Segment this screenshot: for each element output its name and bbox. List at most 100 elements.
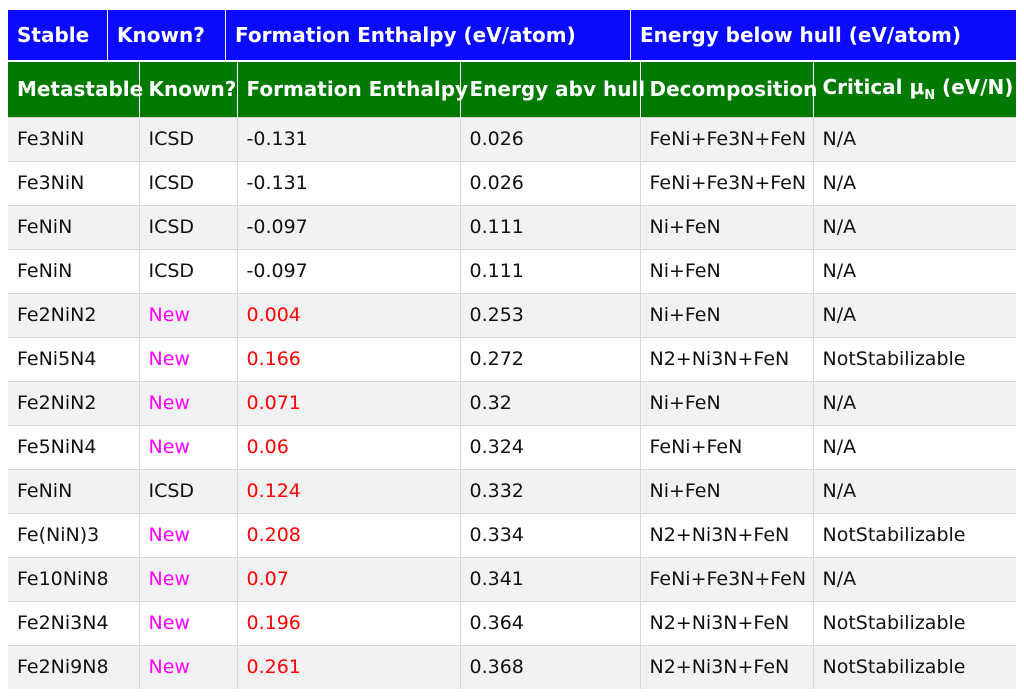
- cell-known: New: [138, 644, 237, 689]
- cell-energy-abv-hull: 0.32: [459, 380, 640, 425]
- cell-energy-abv-hull: 0.111: [459, 204, 640, 249]
- cell-decomposition: N2+Ni3N+FeN: [639, 336, 813, 381]
- cell-energy-abv-hull: 0.026: [459, 160, 640, 205]
- cell-critical-mu: NotStabilizable: [812, 600, 1016, 645]
- cell-formation-enthalpy: 0.07: [236, 556, 460, 601]
- cell-formation-enthalpy: 0.124: [236, 468, 460, 513]
- stable-header-formation: Formation Enthalpy (eV/atom): [226, 10, 631, 60]
- cell-formation-enthalpy: 0.06: [236, 424, 460, 469]
- critical-mu-prefix: Critical μ: [822, 75, 925, 100]
- col-header-decomposition: Decomposition: [639, 62, 817, 117]
- cell-formation-enthalpy: 0.071: [236, 380, 460, 425]
- cell-decomposition: FeNi+Fe3N+FeN: [639, 556, 813, 601]
- cell-critical-mu: N/A: [812, 380, 1016, 425]
- cell-formation-enthalpy: -0.097: [236, 204, 460, 249]
- stable-header-bar: Stable Known? Formation Enthalpy (eV/ato…: [8, 10, 1016, 60]
- table-row: Fe(NiN)3 New 0.208 0.334 N2+Ni3N+FeN NotStabi…: [8, 512, 1016, 557]
- table-row: Fe3NiN ICSD -0.131 0.026 FeNi+Fe3N+FeN N/A: [8, 116, 1016, 161]
- metastable-rows: Fe3NiN ICSD -0.131 0.026 FeNi+Fe3N+FeN N/A Fe3…: [8, 116, 1016, 689]
- cell-formation-enthalpy: 0.004: [236, 292, 460, 337]
- cell-critical-mu: N/A: [812, 424, 1016, 469]
- cell-material: FeNiN: [8, 248, 139, 293]
- cell-known: New: [138, 512, 237, 557]
- cell-known: ICSD: [138, 204, 237, 249]
- table-row: FeNi5N4 New 0.166 0.272 N2+Ni3N+FeN NotStabil…: [8, 336, 1016, 381]
- cell-decomposition: N2+Ni3N+FeN: [639, 644, 813, 689]
- cell-decomposition: Ni+FeN: [639, 248, 813, 293]
- cell-decomposition: N2+Ni3N+FeN: [639, 600, 813, 645]
- stable-header-energy-below-hull: Energy below hull (eV/atom): [640, 23, 961, 47]
- cell-decomposition: FeNi+FeN: [639, 424, 813, 469]
- col-header-metastable: Metastable: [8, 62, 143, 117]
- stable-header-stable: Stable: [8, 10, 108, 60]
- cell-formation-enthalpy: 0.208: [236, 512, 460, 557]
- cell-known: New: [138, 380, 237, 425]
- col-header-critical-mu: Critical μN (eV/N): [812, 62, 1016, 117]
- table-row: Fe2NiN2 New 0.004 0.253 Ni+FeN N/A: [8, 292, 1016, 337]
- table-row: Fe2NiN2 New 0.071 0.32 Ni+FeN N/A: [8, 380, 1016, 425]
- table-row: Fe2Ni9N8 New 0.261 0.368 N2+Ni3N+FeN NotStabi…: [8, 644, 1016, 689]
- cell-known: ICSD: [138, 468, 237, 513]
- cell-formation-enthalpy: -0.131: [236, 160, 460, 205]
- cell-energy-abv-hull: 0.332: [459, 468, 640, 513]
- col-header-energy-abv-hull: Energy abv hull: [459, 62, 645, 117]
- cell-critical-mu: NotStabilizable: [812, 336, 1016, 381]
- table-row: Fe3NiN ICSD -0.131 0.026 FeNi+Fe3N+FeN N/A: [8, 160, 1016, 205]
- cell-critical-mu: N/A: [812, 556, 1016, 601]
- cell-known: New: [138, 292, 237, 337]
- metastable-header-row: Metastable Known? Formation Enthalpy Ene…: [8, 62, 1016, 117]
- cell-critical-mu: N/A: [812, 468, 1016, 513]
- cell-critical-mu: N/A: [812, 116, 1016, 161]
- table-row: Fe10NiN8 New 0.07 0.341 FeNi+Fe3N+FeN N/A: [8, 556, 1016, 601]
- cell-energy-abv-hull: 0.324: [459, 424, 640, 469]
- cell-known: ICSD: [138, 248, 237, 293]
- cell-energy-abv-hull: 0.253: [459, 292, 640, 337]
- cell-energy-abv-hull: 0.341: [459, 556, 640, 601]
- metastable-table: Metastable Known? Formation Enthalpy Ene…: [8, 62, 1016, 689]
- cell-energy-abv-hull: 0.272: [459, 336, 640, 381]
- cell-material: Fe3NiN: [8, 116, 139, 161]
- table-row: Fe5NiN4 New 0.06 0.324 FeNi+FeN N/A: [8, 424, 1016, 469]
- critical-mu-sub: N: [924, 88, 936, 104]
- cell-material: Fe5NiN4: [8, 424, 139, 469]
- cell-known: New: [138, 336, 237, 381]
- cell-formation-enthalpy: 0.166: [236, 336, 460, 381]
- table-row: FeNiN ICSD 0.124 0.332 Ni+FeN N/A: [8, 468, 1016, 513]
- cell-decomposition: Ni+FeN: [639, 468, 813, 513]
- cell-critical-mu: NotStabilizable: [812, 512, 1016, 557]
- cell-material: Fe(NiN)3: [8, 512, 139, 557]
- cell-material: Fe10NiN8: [8, 556, 139, 601]
- cell-energy-abv-hull: 0.368: [459, 644, 640, 689]
- critical-mu-suffix: (eV/N): [935, 75, 1014, 100]
- cell-formation-enthalpy: 0.196: [236, 600, 460, 645]
- cell-decomposition: N2+Ni3N+FeN: [639, 512, 813, 557]
- cell-known: New: [138, 600, 237, 645]
- cell-material: Fe2NiN2: [8, 292, 139, 337]
- cell-material: Fe2NiN2: [8, 380, 139, 425]
- cell-material: Fe2Ni9N8: [8, 644, 139, 689]
- table-row: FeNiN ICSD -0.097 0.111 Ni+FeN N/A: [8, 204, 1016, 249]
- table-row: Fe2Ni3N4 New 0.196 0.364 N2+Ni3N+FeN NotStabi…: [8, 600, 1016, 645]
- cell-formation-enthalpy: -0.131: [236, 116, 460, 161]
- cell-known: ICSD: [138, 116, 237, 161]
- cell-decomposition: FeNi+Fe3N+FeN: [639, 116, 813, 161]
- cell-decomposition: Ni+FeN: [639, 380, 813, 425]
- cell-decomposition: Ni+FeN: [639, 292, 813, 337]
- cell-energy-abv-hull: 0.111: [459, 248, 640, 293]
- col-header-formation: Formation Enthalpy: [236, 62, 468, 117]
- cell-decomposition: FeNi+Fe3N+FeN: [639, 160, 813, 205]
- cell-material: Fe2Ni3N4: [8, 600, 139, 645]
- cell-material: FeNi5N4: [8, 336, 139, 381]
- cell-decomposition: Ni+FeN: [639, 204, 813, 249]
- cell-energy-abv-hull: 0.364: [459, 600, 640, 645]
- cell-critical-mu: N/A: [812, 160, 1016, 205]
- cell-material: FeNiN: [8, 468, 139, 513]
- cell-material: Fe3NiN: [8, 160, 139, 205]
- cell-formation-enthalpy: -0.097: [236, 248, 460, 293]
- cell-critical-mu: N/A: [812, 204, 1016, 249]
- stable-header-known: Known?: [108, 10, 226, 60]
- cell-known: New: [138, 424, 237, 469]
- cell-critical-mu: N/A: [812, 292, 1016, 337]
- cell-formation-enthalpy: 0.261: [236, 644, 460, 689]
- col-header-known: Known?: [138, 62, 237, 117]
